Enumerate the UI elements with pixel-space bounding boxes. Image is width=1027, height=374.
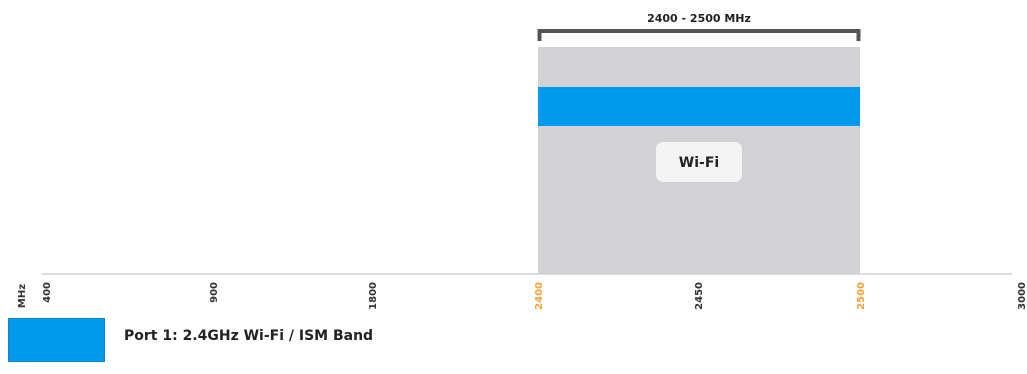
- tick-label-900: 900: [209, 282, 220, 303]
- axis-tick-labels: 400 900 1800 2400 2450 2500 3000: [42, 282, 1027, 310]
- legend-label: Port 1: 2.4GHz Wi-Fi / ISM Band: [124, 328, 374, 344]
- tick-label-3000: 3000: [1017, 282, 1027, 310]
- range-bracket: [537, 29, 861, 41]
- wifi-band: 2400 - 2500 MHz Wi-Fi: [537, 12, 861, 274]
- tick-label-400: 400: [42, 282, 53, 303]
- band-stripe: [538, 87, 860, 126]
- band-name-label: Wi-Fi: [679, 155, 719, 171]
- range-label: 2400 - 2500 MHz: [647, 12, 751, 25]
- tick-label-2400: 2400: [534, 282, 545, 310]
- band-name-box: [656, 142, 742, 182]
- tick-label-1800: 1800: [368, 282, 379, 310]
- axis-unit-label: MHz: [17, 284, 28, 308]
- legend-swatch: [8, 318, 105, 362]
- tick-label-2500: 2500: [856, 282, 867, 310]
- tick-label-2450: 2450: [694, 282, 705, 310]
